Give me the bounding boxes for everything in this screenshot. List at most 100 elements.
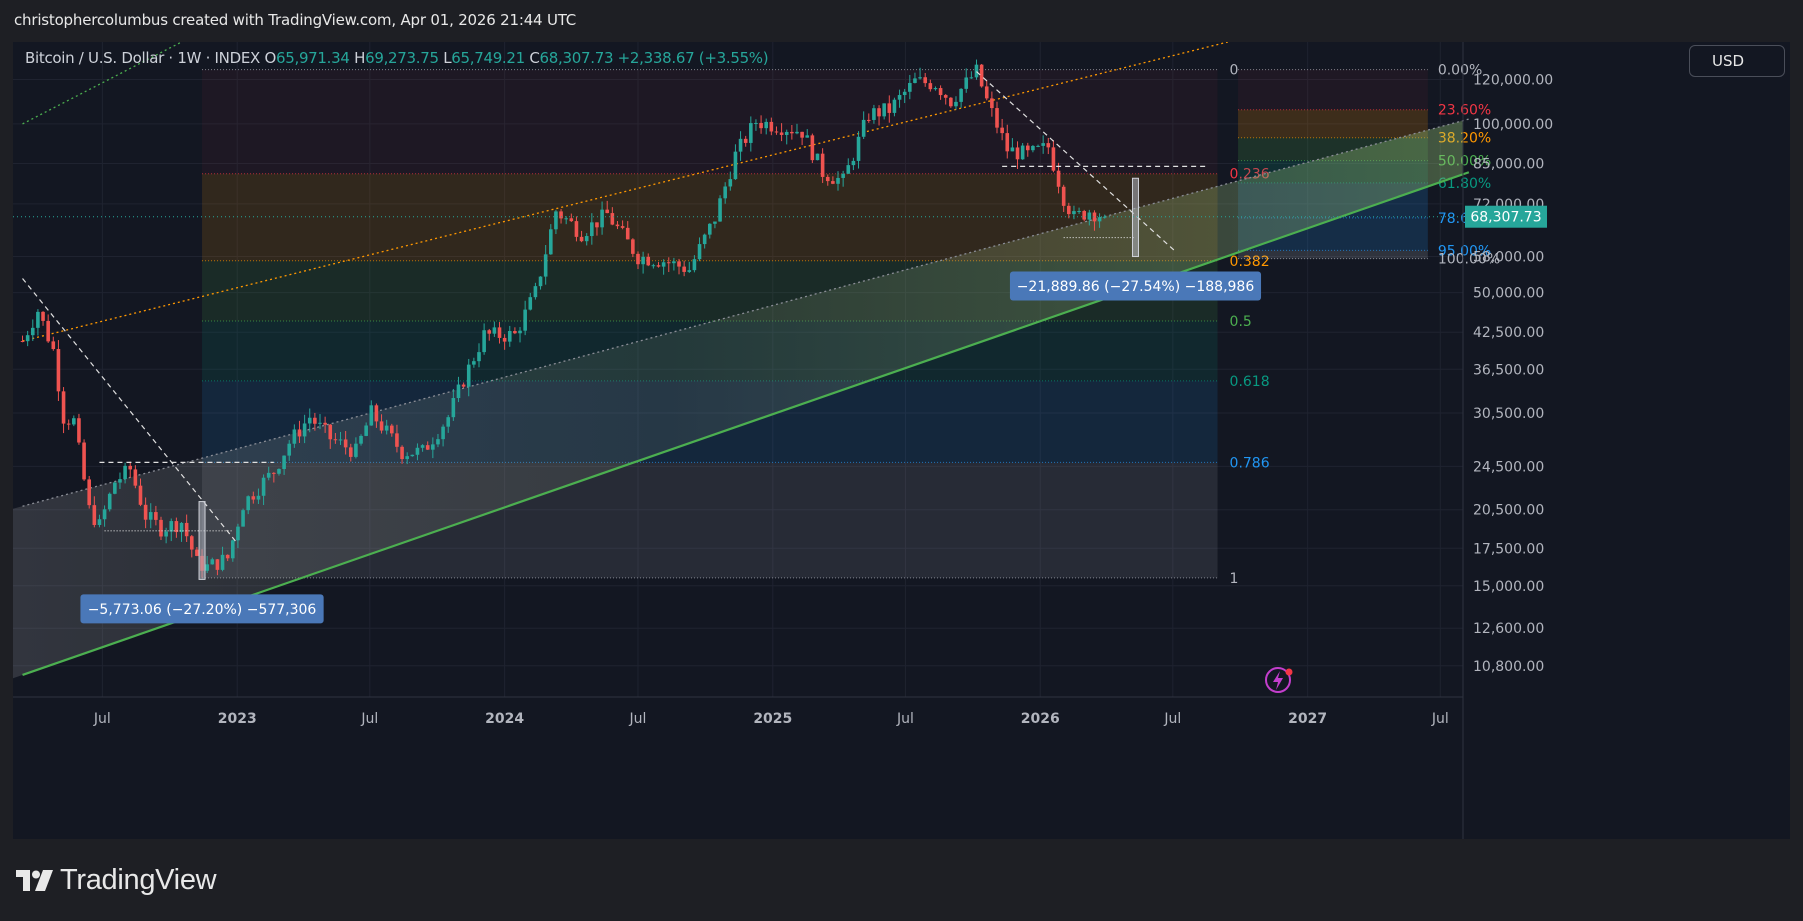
candle-body	[661, 262, 666, 267]
candle-body	[313, 417, 317, 424]
candle-body	[210, 559, 215, 565]
candle-body	[307, 417, 312, 424]
candle-body	[990, 98, 994, 109]
candle-body	[195, 549, 199, 556]
candle-body	[718, 198, 722, 222]
candle-body	[938, 88, 943, 96]
candle-body	[113, 482, 117, 494]
candle-body	[77, 418, 81, 443]
fib-ext-zone	[1238, 69, 1428, 110]
candle-body	[892, 99, 897, 113]
candle-body	[641, 256, 645, 265]
candle-body	[908, 82, 912, 92]
fib-ext-label: 95.00%	[1438, 243, 1491, 259]
candle-body	[666, 262, 671, 264]
y-tick-label: 17,500.00	[1473, 541, 1544, 557]
tradingview-logo[interactable]: TradingView	[16, 864, 217, 897]
candle-body	[236, 526, 240, 541]
candle-body	[154, 512, 158, 520]
candle-body	[395, 433, 399, 447]
fib-level-label: 0.5	[1230, 314, 1252, 330]
candle-body	[225, 554, 230, 559]
candle-body	[943, 95, 948, 98]
candle-body	[831, 181, 835, 184]
candle-body	[138, 485, 143, 505]
candle-body	[354, 443, 358, 457]
candle-body	[887, 103, 892, 113]
candle-body	[964, 77, 969, 89]
candle-body	[205, 564, 209, 571]
y-tick-label: 50,000.00	[1473, 286, 1544, 302]
candle-body	[420, 445, 425, 448]
candle-body	[133, 469, 138, 486]
candle-body	[851, 160, 856, 166]
y-tick-label: 100,000.00	[1473, 117, 1553, 133]
candle-body	[949, 97, 953, 107]
candle-body	[713, 221, 717, 224]
candle-body	[897, 95, 902, 100]
y-tick-label: 42,500.00	[1473, 325, 1544, 341]
candle-body	[979, 64, 984, 87]
candle-body	[554, 211, 558, 230]
candle-body	[251, 496, 256, 500]
candle-body	[933, 88, 938, 90]
candle-body	[749, 123, 753, 143]
candle-body	[1000, 127, 1004, 134]
candle-body	[825, 176, 830, 182]
candle-body	[1092, 212, 1097, 222]
candle-body	[620, 226, 625, 228]
candle-body	[1102, 216, 1107, 218]
dashed-trendline	[22, 278, 239, 545]
candle-body	[820, 153, 825, 177]
candle-body	[702, 234, 707, 245]
candle-body	[800, 131, 804, 138]
candle-body	[610, 213, 615, 225]
candle-body	[815, 153, 820, 161]
candle-body	[774, 131, 779, 133]
candle-body	[687, 270, 692, 272]
candle-body	[1041, 143, 1045, 146]
currency-button[interactable]: USD	[1689, 45, 1785, 77]
candle-body	[148, 512, 153, 520]
candle-body	[969, 77, 974, 79]
candle-body	[41, 311, 45, 321]
candle-body	[431, 444, 435, 450]
candle-body	[672, 261, 676, 264]
candle-body	[348, 447, 353, 457]
candle-body	[323, 422, 327, 425]
chart-pane[interactable]: 0 0.236 0.382 0.5 0.618 0.786 1 0.00% 23.60% 38.…	[13, 42, 1790, 839]
candle-body	[87, 479, 92, 506]
lightning-icon[interactable]	[1265, 667, 1293, 693]
candle-body	[164, 531, 168, 537]
candle-body	[918, 77, 922, 79]
tradingview-logo-text: TradingView	[60, 864, 217, 896]
candle-body	[743, 138, 748, 143]
candle-body	[1015, 147, 1020, 160]
candle-body	[297, 429, 302, 437]
symbol-legend[interactable]: Bitcoin / U.S. Dollar · 1W · INDEX O65,9…	[25, 49, 769, 67]
candle-body	[72, 418, 76, 425]
candle-body	[25, 335, 30, 342]
candle-body	[477, 352, 481, 362]
candle-body	[400, 446, 404, 460]
x-tick-label: Jul	[360, 711, 378, 727]
candle-body	[277, 469, 281, 474]
symbol-name: Bitcoin / U.S. Dollar · 1W · INDEX	[25, 49, 260, 67]
candle-body	[1077, 211, 1081, 213]
candle-body	[795, 131, 799, 134]
candle-body	[169, 521, 174, 532]
x-tick-label: 2023	[218, 711, 257, 727]
y-axis[interactable]: 120,000.00100,000.0085,000.0072,000.0058…	[13, 42, 1553, 839]
candle-body	[707, 223, 712, 235]
candle-body	[646, 256, 651, 266]
candle-body	[1082, 211, 1086, 220]
candle-body	[697, 244, 702, 260]
candle-body	[1072, 211, 1076, 215]
candle-body	[507, 331, 512, 342]
candle-body	[390, 425, 394, 434]
candle-body	[625, 227, 630, 240]
candle-body	[189, 536, 194, 550]
candle-body	[66, 423, 71, 425]
